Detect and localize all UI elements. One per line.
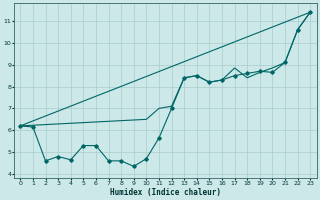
X-axis label: Humidex (Indice chaleur): Humidex (Indice chaleur) [110, 188, 221, 197]
